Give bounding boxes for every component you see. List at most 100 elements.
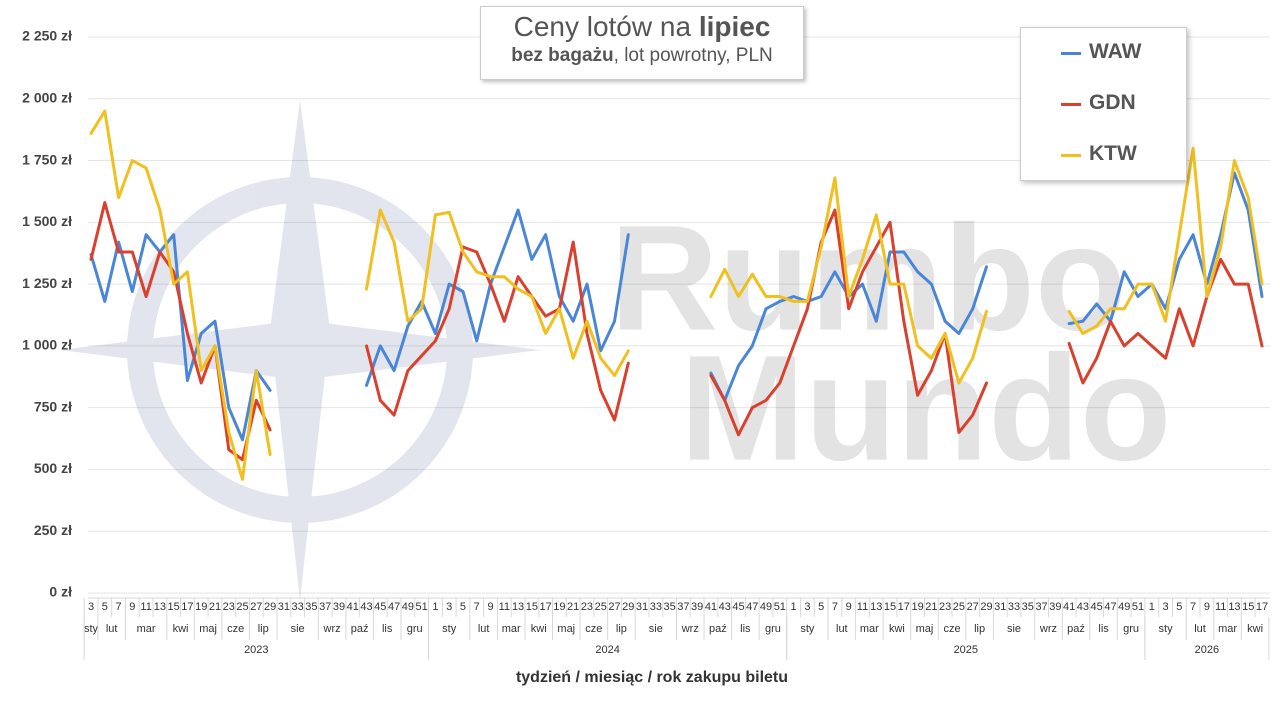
month-label: sie	[1007, 623, 1021, 635]
x-tick-label: 47	[1104, 601, 1116, 613]
title-box: Ceny lotów na lipiec bez bagażu, lot pow…	[480, 6, 804, 80]
month-label: mar	[860, 623, 879, 635]
logo-needle	[270, 100, 330, 600]
x-tick-label: 41	[1063, 601, 1075, 613]
x-tick-label: 39	[1049, 601, 1061, 613]
x-tick-label: 43	[719, 601, 731, 613]
y-tick-label: 1 250 zł	[22, 275, 72, 291]
x-tick-label: 15	[168, 601, 180, 613]
x-tick-label: 45	[732, 601, 744, 613]
month-label: lis	[382, 623, 393, 635]
x-tick-label: 35	[663, 601, 675, 613]
x-tick-label: 17	[1256, 601, 1268, 613]
x-tick-label: 31	[994, 601, 1006, 613]
x-tick-label: 31	[636, 601, 648, 613]
x-tick-label: 29	[980, 601, 992, 613]
x-tick-label: 49	[1118, 601, 1130, 613]
x-tick-label: 49	[402, 601, 414, 613]
x-tick-label: 19	[195, 601, 207, 613]
x-tick-label: 41	[705, 601, 717, 613]
x-tick-label: 25	[953, 601, 965, 613]
month-label: lip	[616, 623, 627, 635]
year-label: 2023	[244, 644, 268, 656]
x-tick-label: 3	[804, 601, 810, 613]
x-tick-label: 25	[595, 601, 607, 613]
x-tick-label: 11	[857, 601, 868, 613]
month-label: sty	[1159, 623, 1174, 635]
month-label: lut	[478, 623, 490, 635]
watermark-text: Rumbo	[610, 194, 1127, 362]
month-label: maj	[916, 623, 934, 635]
month-label: sie	[649, 623, 663, 635]
y-tick-label: 0 zł	[49, 584, 72, 600]
x-tick-label: 9	[487, 601, 493, 613]
x-tick-label: 3	[88, 601, 94, 613]
x-tick-label: 19	[553, 601, 565, 613]
x-tick-label: 33	[292, 601, 304, 613]
month-label: kwi	[1247, 623, 1263, 635]
x-tick-label: 5	[102, 601, 108, 613]
y-tick-label: 250 zł	[34, 522, 72, 538]
x-tick-label: 21	[925, 601, 937, 613]
year-label: 2026	[1195, 644, 1219, 656]
month-label: lut	[106, 623, 118, 635]
watermark: Rumbo Mundo	[60, 100, 1171, 600]
month-label: lis	[1098, 623, 1109, 635]
y-tick-label: 1 750 zł	[22, 151, 72, 167]
x-tick-label: 23	[939, 601, 951, 613]
x-tick-label: 15	[884, 601, 896, 613]
x-tick-label: 35	[305, 601, 317, 613]
x-tick-label: 9	[1204, 601, 1210, 613]
x-tick-label: 13	[512, 601, 524, 613]
chart-title: Ceny lotów na lipiec	[481, 11, 803, 43]
month-label: lip	[258, 623, 269, 635]
y-tick-label: 1 500 zł	[22, 213, 72, 229]
x-tick-label: 31	[278, 601, 290, 613]
x-tick-label: 27	[250, 601, 262, 613]
x-tick-label: 45	[374, 601, 386, 613]
month-label: cze	[585, 623, 602, 635]
month-label: sie	[291, 623, 305, 635]
x-tick-label: 7	[1190, 601, 1196, 613]
y-tick-label: 1 000 zł	[22, 337, 72, 353]
legend-swatch	[1061, 52, 1081, 55]
x-tick-label: 15	[1242, 601, 1254, 613]
x-tick-label: 35	[1022, 601, 1034, 613]
x-tick-label: 25	[236, 601, 248, 613]
legend-swatch	[1061, 103, 1081, 106]
x-tick-label: 47	[746, 601, 758, 613]
title-bold: lipiec	[698, 11, 771, 42]
subtitle-text: , lot powrotny, PLN	[613, 45, 773, 66]
series-line	[89, 109, 1264, 481]
x-tick-label: 9	[846, 601, 852, 613]
month-label: maj	[557, 623, 575, 635]
year-label: 2025	[954, 644, 978, 656]
x-tick-label: 13	[1228, 601, 1240, 613]
month-label: lut	[836, 623, 848, 635]
month-label: kwi	[173, 623, 189, 635]
legend-label: GDN	[1089, 91, 1136, 114]
x-tick-label: 45	[1091, 601, 1103, 613]
x-tick-label: 1	[791, 601, 797, 613]
month-label: wrz	[323, 623, 341, 635]
x-tick-label: 39	[333, 601, 345, 613]
x-tick-label: 13	[154, 601, 166, 613]
month-label: sty	[84, 623, 99, 635]
y-tick-label: 2 250 zł	[22, 28, 72, 44]
x-tick-label: 7	[115, 601, 121, 613]
month-label: lis	[740, 623, 751, 635]
x-tick-label: 7	[832, 601, 838, 613]
x-tick-label: 43	[1077, 601, 1089, 613]
x-tick-label: 21	[567, 601, 579, 613]
x-tick-label: 17	[898, 601, 910, 613]
x-tick-label: 17	[539, 601, 551, 613]
x-tick-label: 23	[223, 601, 235, 613]
x-tick-label: 1	[432, 601, 438, 613]
month-label: cze	[227, 623, 244, 635]
x-tick-label: 47	[388, 601, 400, 613]
month-label: maj	[199, 623, 217, 635]
month-label: gru	[1123, 623, 1139, 635]
month-label: lut	[1194, 623, 1206, 635]
